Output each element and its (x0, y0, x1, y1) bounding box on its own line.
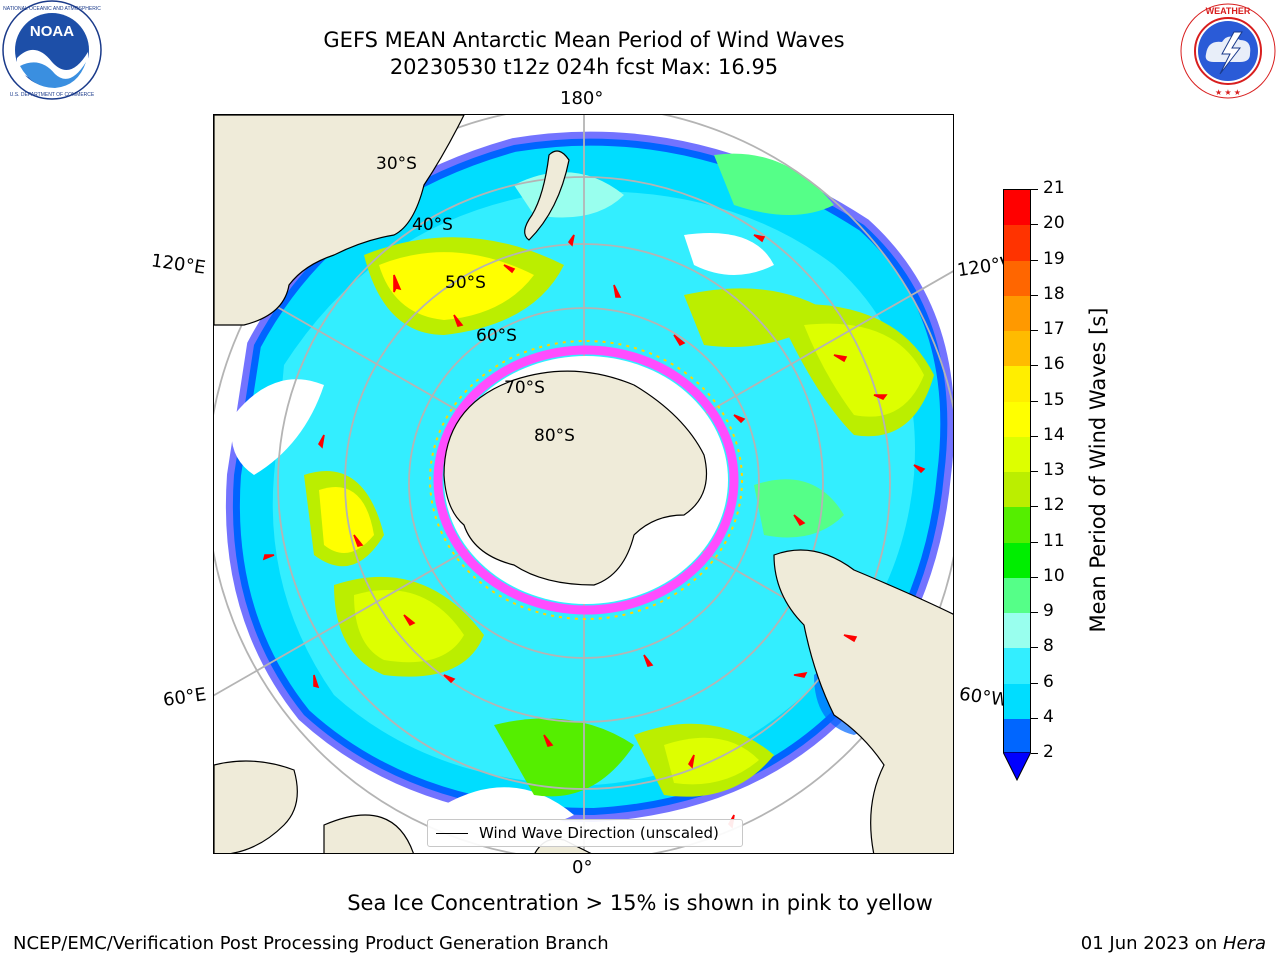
colorbar-bin (1004, 190, 1030, 226)
colorbar-tick-mark (1031, 189, 1038, 190)
colorbar-tick-label: 11 (1043, 530, 1065, 551)
sea-ice-caption: Sea Ice Concentration > 15% is shown in … (347, 891, 933, 915)
colorbar-bin (1004, 331, 1030, 367)
svg-text:★ ★ ★: ★ ★ ★ (1215, 88, 1241, 97)
lat-label-40s: 40°S (412, 215, 453, 235)
footer-date: 01 Jun 2023 on Hera (1081, 933, 1266, 954)
colorbar-tick-mark (1031, 576, 1038, 578)
colorbar-bin (1004, 401, 1030, 437)
colorbar-tick-label: 13 (1043, 460, 1065, 480)
polar-map-canvas: 30°S 40°S 50°S 60°S 70°S 80°S (214, 115, 953, 853)
colorbar-tick-mark (1031, 506, 1038, 508)
polar-map: 30°S 40°S 50°S 60°S 70°S 80°S Wind Wave … (213, 114, 954, 854)
colorbar-tick-mark (1031, 435, 1038, 437)
wind-wave-arrows (262, 234, 926, 829)
colorbar-tick-label: 18 (1043, 283, 1065, 304)
lon-label-0: 0° (572, 857, 593, 878)
svg-text:U.S. DEPARTMENT OF COMMERCE: U.S. DEPARTMENT OF COMMERCE (10, 92, 95, 98)
colorbar-bin (1004, 507, 1030, 543)
colorbar-bin (1004, 683, 1030, 719)
colorbar-tick-mark (1031, 259, 1038, 261)
noaa-logo: NOAA NATIONAL OCEANIC AND ATMOSPHERIC U.… (0, 0, 104, 100)
colorbar-bin (1004, 436, 1030, 472)
lat-label-30s: 30°S (376, 154, 417, 174)
legend-label: Wind Wave Direction (unscaled) (479, 824, 719, 842)
colorbar-tick-mark (1031, 682, 1038, 684)
colorbar-bin (1004, 260, 1030, 296)
footer-date-text: 01 Jun 2023 on (1080, 933, 1223, 954)
antarctica (443, 370, 708, 586)
colorbar-tick-label: 2 (1043, 742, 1054, 762)
colorbar-tick-label: 19 (1043, 248, 1065, 269)
colorbar-tick-mark (1031, 541, 1038, 543)
footer-credit: NCEP/EMC/Verification Post Processing Pr… (13, 933, 609, 954)
lon-label-60e: 60°E (161, 684, 208, 711)
colorbar-bin (1004, 366, 1030, 402)
colorbar-title: Mean Period of Wind Waves [s] (1086, 307, 1110, 633)
lat-label-80s: 80°S (534, 426, 575, 446)
colorbar-bin (1004, 472, 1030, 508)
svg-text:WEATHER: WEATHER (1206, 6, 1251, 16)
colorbar-bin (1004, 542, 1030, 578)
colorbar-tick-label: 15 (1043, 389, 1065, 410)
colorbar-tick-mark (1031, 224, 1038, 226)
colorbar-tick-label: 17 (1043, 319, 1065, 339)
colorbar-tick-label: 14 (1043, 424, 1065, 445)
colorbar-tick-mark (1031, 294, 1038, 296)
map-legend: Wind Wave Direction (unscaled) (427, 819, 743, 847)
lat-label-60s: 60°S (476, 326, 517, 346)
colorbar-bin (1004, 613, 1030, 649)
colorbar-bin (1004, 295, 1030, 331)
lat-label-50s: 50°S (445, 273, 486, 293)
colorbar-tick-label: 16 (1043, 354, 1065, 375)
colorbar-tick-label: 20 (1043, 213, 1065, 234)
colorbar-tick-mark (1031, 753, 1038, 754)
colorbar-tick-label: 6 (1043, 671, 1054, 692)
legend-line-swatch (436, 833, 468, 834)
colorbar-under-arrow (1002, 751, 1032, 786)
footer-machine: Hera (1222, 933, 1266, 954)
chart-title: GEFS MEAN Antarctic Mean Period of Wind … (323, 28, 845, 52)
colorbar-tick-label: 9 (1043, 601, 1054, 621)
colorbar (1003, 189, 1031, 754)
colorbar-bin (1004, 648, 1030, 684)
colorbar-tick-label: 8 (1043, 636, 1054, 657)
colorbar-tick-mark (1031, 400, 1038, 402)
continents (214, 115, 953, 853)
colorbar-tick-label: 10 (1043, 565, 1065, 586)
lon-label-120e: 120°E (149, 250, 207, 279)
colorbar-bin (1004, 718, 1030, 754)
colorbar-bin (1004, 577, 1030, 613)
svg-text:NATIONAL OCEANIC AND ATMOSPHER: NATIONAL OCEANIC AND ATMOSPHERIC (3, 6, 101, 12)
lat-label-70s: 70°S (504, 378, 545, 398)
svg-text:NOAA: NOAA (30, 23, 74, 40)
chart-subtitle: 20230530 t12z 024h fcst Max: 16.95 (389, 55, 779, 79)
colorbar-tick-mark (1031, 717, 1038, 719)
colorbar-tick-label: 21 (1043, 178, 1065, 198)
lon-label-180: 180° (560, 88, 604, 109)
colorbar-tick-mark (1031, 471, 1038, 472)
colorbar-tick-mark (1031, 647, 1038, 649)
colorbar-tick-label: 4 (1043, 706, 1054, 727)
colorbar-tick-mark (1031, 612, 1038, 613)
nws-logo: WEATHER ★ ★ ★ (1178, 2, 1278, 100)
colorbar-bin (1004, 225, 1030, 261)
colorbar-tick-mark (1031, 330, 1038, 331)
colorbar-tick-mark (1031, 365, 1038, 367)
colorbar-tick-label: 12 (1043, 495, 1065, 516)
